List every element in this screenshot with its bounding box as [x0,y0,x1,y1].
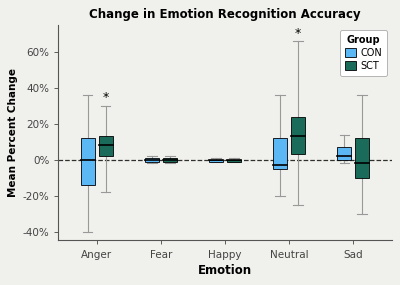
Bar [163,158,177,162]
Bar [337,147,351,160]
Bar [291,117,305,154]
Text: *: * [102,91,109,104]
Bar [355,138,369,178]
Bar [99,137,113,156]
Text: *: * [295,27,301,40]
Bar [145,158,159,162]
Bar [81,138,95,185]
Y-axis label: Mean Percent Change: Mean Percent Change [8,68,18,198]
Title: Change in Emotion Recognition Accuracy: Change in Emotion Recognition Accuracy [89,8,361,21]
Legend: CON, SCT: CON, SCT [340,30,387,76]
Bar [227,160,241,162]
Bar [273,138,287,169]
X-axis label: Emotion: Emotion [198,264,252,277]
Bar [209,160,223,162]
